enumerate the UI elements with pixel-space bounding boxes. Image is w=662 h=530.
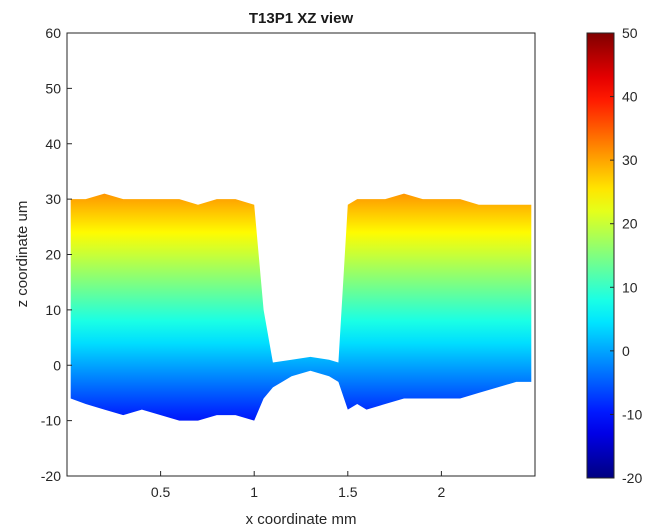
y-tick-label: 0 bbox=[53, 357, 61, 373]
x-axis-label: x coordinate mm bbox=[246, 511, 357, 528]
y-tick-label: 30 bbox=[45, 191, 61, 207]
colorbar-tick-label: -10 bbox=[622, 406, 642, 422]
colorbar-tick-label: 0 bbox=[622, 343, 630, 359]
colorbar: -20 -10 0 10 20 30 40 50 bbox=[586, 25, 642, 486]
y-tick-label: 60 bbox=[45, 25, 61, 41]
x-tick-label: 2 bbox=[438, 484, 446, 500]
colorbar-gradient bbox=[587, 33, 614, 478]
y-tick-label: -10 bbox=[41, 413, 61, 429]
colorbar-tick-label: 40 bbox=[622, 89, 638, 105]
colorbar-tick-label: 20 bbox=[622, 216, 638, 232]
colorbar-tick-label: 50 bbox=[622, 25, 638, 41]
surface-band-0 bbox=[70, 193, 532, 421]
colorbar-ticks: -20 -10 0 10 20 30 40 50 bbox=[610, 25, 642, 486]
plot-area bbox=[66, 32, 536, 477]
x-axis: 0.5 1 1.5 2 bbox=[151, 471, 446, 500]
y-axis: -20 -10 0 10 20 30 40 50 60 bbox=[41, 25, 72, 484]
chart-title: T13P1 XZ view bbox=[249, 10, 354, 27]
x-tick-label: 0.5 bbox=[151, 484, 171, 500]
y-tick-label: 50 bbox=[45, 80, 61, 96]
x-tick-label: 1 bbox=[250, 484, 258, 500]
colorbar-tick-label: -20 bbox=[622, 470, 642, 486]
y-axis-label: z coordinate um bbox=[14, 201, 31, 308]
colorbar-tick-label: 30 bbox=[622, 152, 638, 168]
y-tick-label: 20 bbox=[45, 247, 61, 263]
colorbar-frame bbox=[586, 32, 615, 479]
x-tick-label: 1.5 bbox=[338, 484, 358, 500]
colorbar-tick-label: 10 bbox=[622, 279, 638, 295]
y-tick-label: 10 bbox=[45, 302, 61, 318]
y-tick-label: -20 bbox=[41, 468, 61, 484]
surface bbox=[70, 193, 532, 421]
y-tick-label: 40 bbox=[45, 136, 61, 152]
